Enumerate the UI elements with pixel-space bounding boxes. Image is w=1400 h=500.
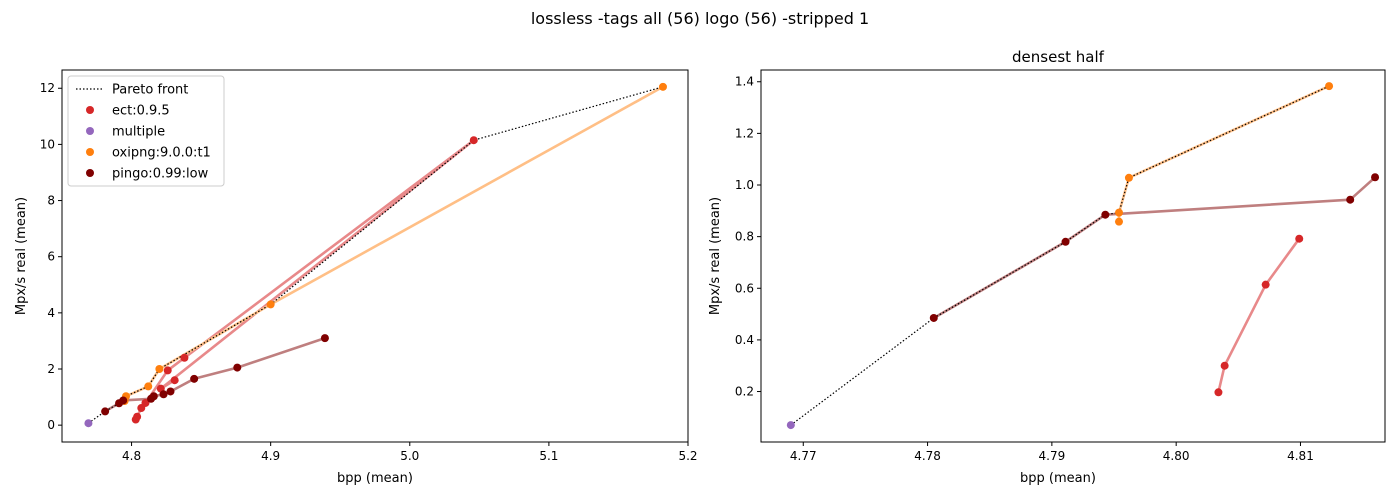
chart-left-point-pingo-0-99-low: [166, 387, 175, 396]
chart-left-point-oxipng-9-0-0-t1: [658, 82, 667, 91]
chart-right-ytick-label: 1.4: [735, 75, 754, 89]
chart-right-xtick-label: 4.77: [790, 449, 817, 463]
chart-right-ytick-label: 0.2: [735, 385, 754, 399]
chart-right-point-pingo-0-99-low: [1346, 195, 1355, 204]
chart-right-ytick-label: 0.6: [735, 281, 754, 295]
chart-right-series-line-ect-0-9-5: [1217, 237, 1301, 393]
chart-right-xlabel: bpp (mean): [1020, 471, 1096, 486]
chart-left-legend-label: ect:0.9.5: [112, 104, 170, 119]
chart-bpp-vs-speed-densest-half: densest half bpp (mean) Mpx/s real (mean…: [708, 48, 1386, 486]
chart-left-xlabel: bpp (mean): [337, 471, 413, 486]
chart-left-ytick-label: 6: [47, 250, 55, 264]
chart-left-point-multiple: [84, 419, 93, 428]
chart-left-legend-label: multiple: [112, 125, 165, 140]
chart-left-ylabel: Mpx/s real (mean): [14, 197, 29, 315]
chart-left-point-oxipng-9-0-0-t1: [144, 382, 153, 391]
chart-right-series-line-pingo-0-99-low: [933, 176, 1376, 320]
chart-left-legend-label: oxipng:9.0.0:t1: [112, 146, 211, 161]
chart-left-point-pingo-0-99-low: [101, 407, 110, 416]
chart-left-legend: [67, 75, 225, 187]
chart-right-point-ect-0-9-5: [1261, 280, 1270, 289]
chart-left-point-ect-0-9-5: [141, 398, 150, 407]
chart-left-xtick-label: 5.2: [678, 449, 697, 463]
chart-right-point-oxipng-9-0-0-t1: [1114, 208, 1123, 217]
chart-left-legend-swatch-ect: [86, 106, 94, 114]
chart-left-legend-swatch-pingo: [86, 169, 94, 177]
chart-left-ytick-label: 12: [40, 81, 55, 95]
chart-left-point-ect-0-9-5: [163, 366, 172, 375]
chart-left-ytick-label: 8: [47, 194, 55, 208]
chart-right-point-pingo-0-99-low: [1101, 210, 1110, 219]
chart-right-ytick-label: 0.4: [735, 333, 754, 347]
chart-bpp-vs-speed-all: bpp (mean) Mpx/s real (mean) 4.8 4.9 5.0 5.…: [14, 69, 698, 486]
chart-right-xtick-label: 4.81: [1287, 449, 1314, 463]
figure-suptitle: lossless -tags all (56) logo (56) -strip…: [531, 9, 869, 28]
chart-left-ytick-label: 10: [40, 137, 55, 151]
chart-right-point-oxipng-9-0-0-t1: [1325, 82, 1334, 91]
chart-left-legend-label: pingo:0.99:low: [112, 167, 209, 182]
chart-right-point-pingo-0-99-low: [1061, 237, 1070, 246]
chart-right-pareto-front: [790, 85, 1330, 426]
chart-left-point-pingo-0-99-low: [233, 363, 242, 372]
chart-right-point-oxipng-9-0-0-t1: [1114, 217, 1123, 226]
chart-left-point-pingo-0-99-low: [320, 334, 329, 343]
chart-left-point-oxipng-9-0-0-t1: [266, 300, 275, 309]
chart-right-point-pingo-0-99-low: [929, 313, 938, 322]
chart-right-xtick-label: 4.80: [1163, 449, 1190, 463]
chart-right-ytick-label: 0.8: [735, 230, 754, 244]
chart-right-point-oxipng-9-0-0-t1: [1124, 173, 1133, 182]
chart-right-point-ect-0-9-5: [1295, 234, 1304, 243]
chart-left-point-ect-0-9-5: [180, 353, 189, 362]
chart-left-ytick-label: 0: [47, 418, 55, 432]
chart-right-xtick-label: 4.78: [914, 449, 941, 463]
chart-left-point-oxipng-9-0-0-t1: [155, 365, 164, 374]
chart-right-series-line-oxipng-9-0-0-t1: [1117, 84, 1330, 222]
chart-left-xtick-label: 5.1: [539, 449, 558, 463]
chart-left-point-pingo-0-99-low: [159, 390, 168, 399]
chart-right-point-ect-0-9-5: [1220, 361, 1229, 370]
chart-left-plot-frame: [61, 69, 689, 443]
chart-left-legend-swatch-oxipng: [86, 148, 94, 156]
chart-left-point-ect-0-9-5: [469, 136, 478, 145]
chart-left-xtick-label: 4.8: [122, 449, 141, 463]
chart-left-point-ect-0-9-5: [133, 412, 142, 421]
chart-right-title: densest half: [1012, 48, 1105, 66]
chart-right-point-multiple: [786, 421, 795, 430]
chart-right-ytick-label: 1.2: [735, 126, 754, 140]
chart-left-point-pingo-0-99-low: [190, 374, 199, 383]
chart-right-ylabel: Mpx/s real (mean): [708, 197, 723, 315]
chart-left-xtick-label: 4.9: [261, 449, 280, 463]
chart-left-legend-label: Pareto front: [112, 83, 188, 98]
chart-right-ytick-label: 1.0: [735, 178, 754, 192]
chart-left-series-line-pingo-0-99-low: [104, 336, 326, 413]
chart-left-ytick-label: 4: [47, 306, 55, 320]
chart-left-point-pingo-0-99-low: [149, 392, 158, 401]
chart-left-legend-swatch-multiple: [86, 127, 94, 135]
chart-right-point-pingo-0-99-low: [1371, 173, 1380, 182]
chart-left-point-ect-0-9-5: [170, 376, 179, 385]
chart-right-plot-frame: [760, 69, 1386, 443]
chart-right-point-ect-0-9-5: [1214, 388, 1223, 397]
chart-left-xtick-label: 5.0: [400, 449, 419, 463]
chart-left-ytick-label: 2: [47, 362, 55, 376]
chart-right-xtick-label: 4.79: [1039, 449, 1066, 463]
chart-left-point-pingo-0-99-low: [119, 396, 128, 405]
